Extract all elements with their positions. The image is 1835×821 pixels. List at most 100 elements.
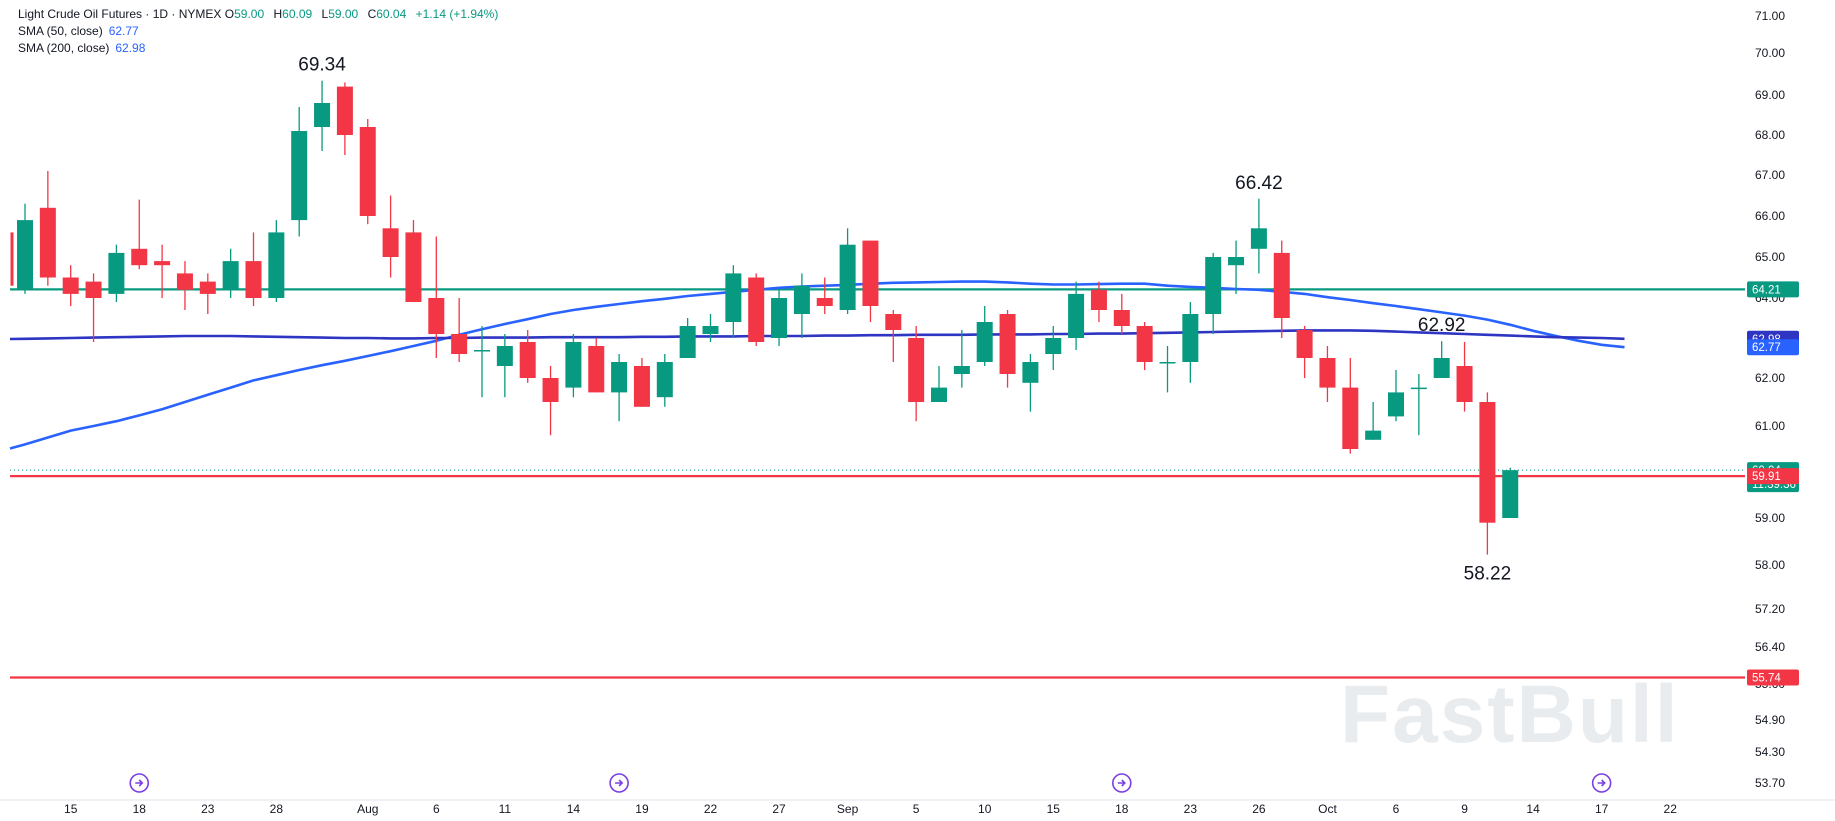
candle-body-29 bbox=[679, 326, 696, 358]
x-tick-label: 6 bbox=[433, 802, 440, 816]
extreme-label-1: 66.42 bbox=[1235, 173, 1283, 194]
candle-body-54 bbox=[1250, 228, 1267, 249]
event-marker-arrow-0 bbox=[135, 779, 144, 787]
candle-body-3 bbox=[85, 281, 102, 298]
candle-body-15 bbox=[359, 127, 376, 216]
candle-body-14 bbox=[336, 86, 353, 135]
legend-sma50-row[interactable]: SMA (50, close) 62.77 bbox=[18, 23, 498, 40]
candle-body-23 bbox=[542, 378, 559, 402]
candle-body-8 bbox=[199, 281, 216, 294]
legend-ohlc-row[interactable]: Light Crude Oil Futures · 1D · NYMEX O59… bbox=[18, 6, 498, 23]
y-tick-label: 61.00 bbox=[1755, 419, 1785, 433]
candle-body-42 bbox=[976, 322, 993, 362]
x-tick-label: 23 bbox=[1184, 802, 1198, 816]
x-tick-label: 15 bbox=[64, 802, 78, 816]
candle-body-44 bbox=[1022, 362, 1039, 383]
candle-body-33 bbox=[771, 298, 788, 338]
candle-body-63 bbox=[1456, 366, 1473, 402]
candle-body-46 bbox=[1068, 293, 1085, 338]
y-tick-label: 54.30 bbox=[1755, 745, 1785, 759]
candle-body-43 bbox=[999, 314, 1016, 374]
x-tick-label: 5 bbox=[913, 802, 920, 816]
x-tick-label: 11 bbox=[499, 802, 512, 816]
price-tag-label-4: 59.91 bbox=[1752, 471, 1781, 483]
y-tick-label: 66.00 bbox=[1755, 209, 1785, 223]
y-tick-label: 69.00 bbox=[1755, 88, 1785, 102]
candle-body-19 bbox=[451, 334, 468, 354]
y-tick-label: 56.40 bbox=[1755, 640, 1785, 654]
extreme-label-0: 69.34 bbox=[298, 55, 346, 76]
candle-body-11 bbox=[268, 232, 285, 298]
y-tick-label: 53.70 bbox=[1755, 776, 1785, 790]
high-label: H bbox=[273, 7, 283, 21]
candle-body-32 bbox=[748, 277, 765, 342]
x-tick-label: 27 bbox=[772, 802, 786, 816]
close-label: C bbox=[367, 7, 377, 21]
candle-body-57 bbox=[1319, 358, 1336, 388]
x-tick-label: Oct bbox=[1318, 802, 1337, 816]
y-tick-label: 62.00 bbox=[1755, 371, 1785, 385]
close-value: 60.04 bbox=[376, 7, 407, 21]
sma50-value: 62.77 bbox=[108, 24, 139, 38]
candle-body-27 bbox=[633, 366, 650, 407]
y-tick-label: 59.00 bbox=[1755, 511, 1785, 525]
y-tick-label: 65.00 bbox=[1755, 250, 1785, 264]
candle-body-9 bbox=[222, 261, 239, 290]
candle-body-4 bbox=[108, 252, 125, 294]
sma50-label: SMA (50, close) bbox=[18, 24, 103, 38]
candle-body-38 bbox=[885, 314, 902, 330]
x-tick-label: Sep bbox=[837, 802, 859, 816]
x-axis[interactable]: 15 18 23 28 Aug 6 11 14 19 22 27 Sep 5 10 15 18 23 26 Oct 6… bbox=[0, 799, 1835, 816]
y-tick-label: 71.00 bbox=[1755, 9, 1785, 23]
sma50-line bbox=[9, 280, 1625, 450]
candle-body-53 bbox=[1228, 257, 1245, 266]
candle-body-22 bbox=[519, 342, 536, 378]
candle-body-55 bbox=[1273, 252, 1290, 318]
watermark: FastBull bbox=[1340, 669, 1679, 760]
candle-body-35 bbox=[816, 298, 833, 306]
candle-body-25 bbox=[588, 346, 605, 393]
event-marker-arrow-3 bbox=[1597, 779, 1606, 787]
x-tick-label: 14 bbox=[1526, 802, 1540, 816]
x-tick-label: 28 bbox=[270, 802, 284, 816]
low-value: 59.00 bbox=[328, 7, 359, 21]
candle-body-45 bbox=[1045, 338, 1062, 354]
candle-body-28 bbox=[656, 362, 673, 398]
sma200-line bbox=[9, 329, 1625, 341]
candle-body-24 bbox=[565, 342, 582, 388]
chart-legend: Light Crude Oil Futures · 1D · NYMEX O59… bbox=[18, 6, 498, 57]
candle-body-16 bbox=[382, 228, 399, 257]
event-markers bbox=[129, 773, 1612, 793]
candle-body-39 bbox=[908, 338, 925, 402]
candle-body-30 bbox=[702, 326, 719, 334]
y-tick-label: 57.20 bbox=[1755, 602, 1785, 616]
x-tick-label: 17 bbox=[1595, 802, 1609, 816]
candle-body-13 bbox=[314, 103, 331, 127]
candle-body-47 bbox=[1090, 289, 1107, 310]
y-tick-label: 67.00 bbox=[1755, 168, 1785, 182]
event-marker-arrow-2 bbox=[1117, 779, 1126, 787]
x-tick-label: 26 bbox=[1252, 802, 1266, 816]
x-tick-label: 22 bbox=[704, 802, 718, 816]
price-tag-5 bbox=[1747, 669, 1799, 686]
candle-body-0 bbox=[17, 220, 33, 290]
candle-body-60 bbox=[1388, 392, 1404, 417]
x-tick-label: 15 bbox=[1047, 802, 1061, 816]
candle-body-49 bbox=[1136, 326, 1153, 362]
y-tick-label: 58.00 bbox=[1755, 558, 1785, 572]
candle-body-17 bbox=[405, 232, 422, 302]
candle-body-61 bbox=[1410, 387, 1427, 390]
candle-body-20 bbox=[474, 350, 490, 352]
candle-body-40 bbox=[931, 387, 947, 402]
legend-sma200-row[interactable]: SMA (200, close) 62.98 bbox=[18, 40, 498, 57]
sma200-label: SMA (200, close) bbox=[18, 41, 110, 55]
candle-body-56 bbox=[1296, 330, 1313, 358]
candle-body-48 bbox=[1113, 310, 1130, 326]
candle-body-18 bbox=[428, 298, 445, 334]
price-tag-4 bbox=[1747, 468, 1799, 485]
x-tick-label: 19 bbox=[635, 802, 649, 816]
y-tick-label: 54.90 bbox=[1755, 713, 1785, 727]
candle-body-10 bbox=[245, 261, 262, 298]
